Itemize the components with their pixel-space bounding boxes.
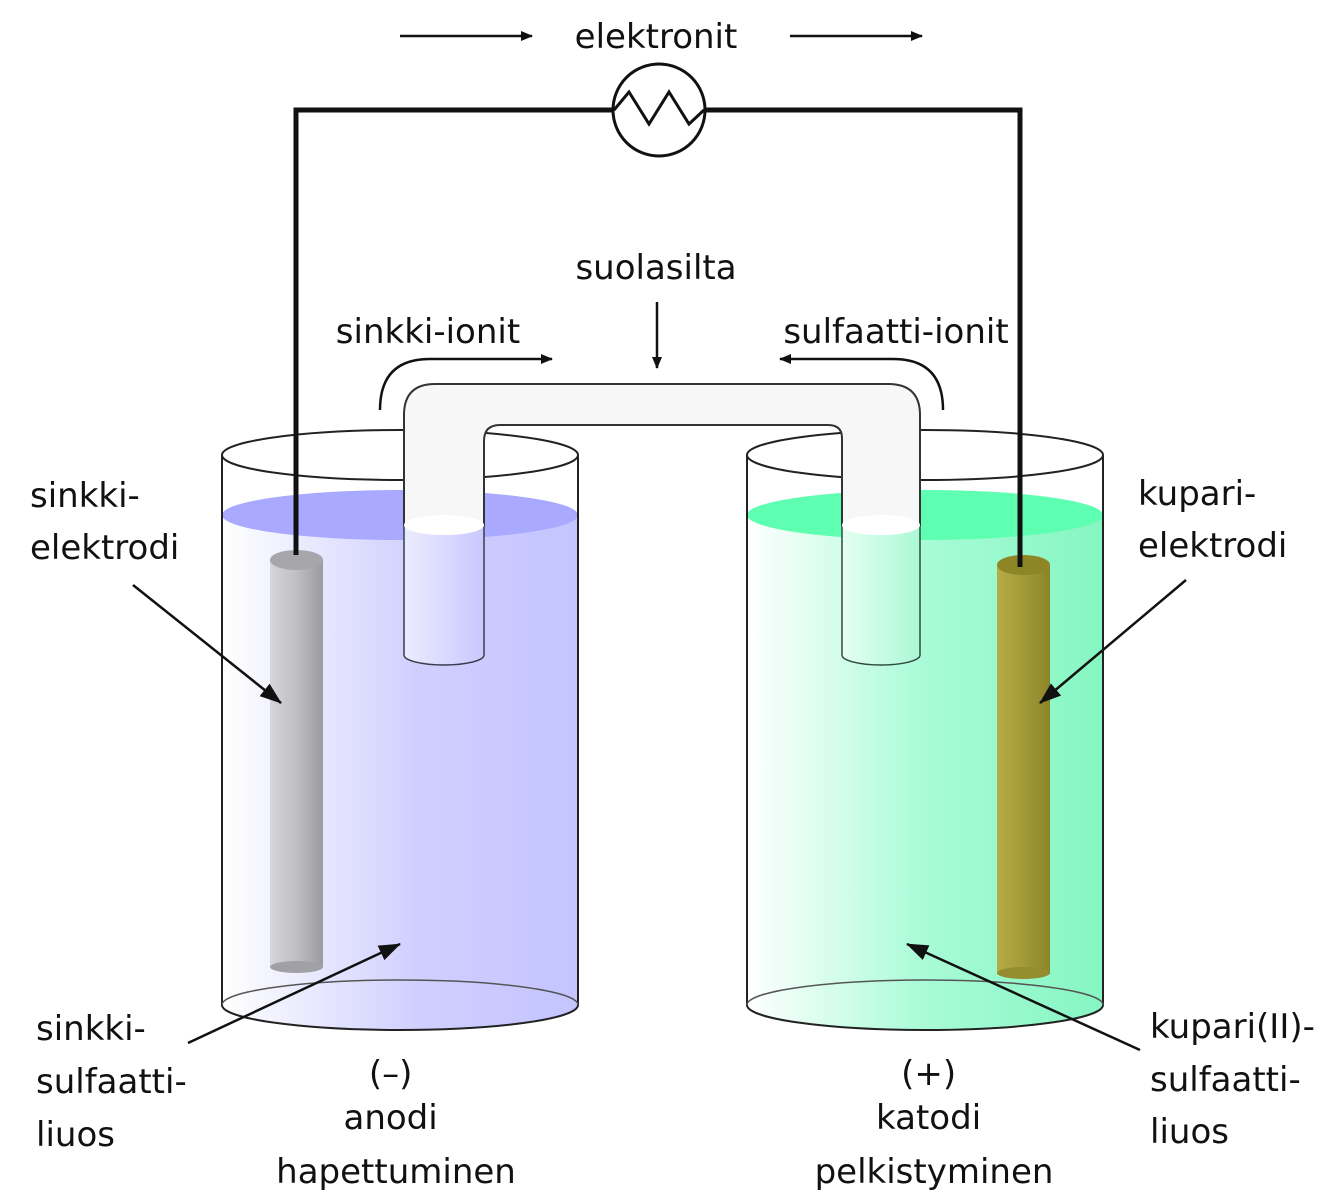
salt-bridge-label: suolasilta (575, 248, 736, 288)
copper-solution-surface (747, 490, 1103, 540)
zinc-ions-arrow (378, 354, 553, 411)
wire-left (293, 107, 613, 555)
copper-electrode-label: kupari- elektrodi (1138, 474, 1287, 566)
zinc-solution-surface (222, 490, 578, 540)
copper-electrode (997, 565, 1050, 973)
sulfate-ions-label: sulfaatti-ionit (783, 312, 1008, 352)
copper-solution-arrow (906, 942, 1141, 1052)
electrons-label: elektronit (575, 17, 738, 57)
anode-label: (–) anodi hapettuminen (276, 1054, 516, 1192)
copper-beaker (746, 429, 1104, 1031)
lamp-filament (612, 89, 706, 127)
wire-right (705, 107, 1023, 567)
sulfate-ions-arrow (779, 354, 945, 411)
external-circuit (293, 62, 1023, 567)
zinc-solution-arrow (187, 942, 401, 1045)
zinc-beaker (221, 429, 579, 1031)
cathode-label: (+) katodi pelkistyminen (815, 1054, 1054, 1192)
zinc-electrode-label: sinkki- elektrodi (30, 476, 179, 568)
zinc-electrode-arrow (132, 584, 282, 704)
zinc-electrode (270, 560, 323, 967)
salt-bridge (403, 383, 921, 526)
copper-electrode-arrow (1039, 579, 1187, 704)
zinc-ions-label: sinkki-ionit (336, 312, 520, 352)
zinc-solution-label: sinkki- sulfaatti- liuos (36, 1009, 198, 1155)
copper-solution-label: kupari(II)- sulfaatti- liuos (1150, 1007, 1326, 1152)
